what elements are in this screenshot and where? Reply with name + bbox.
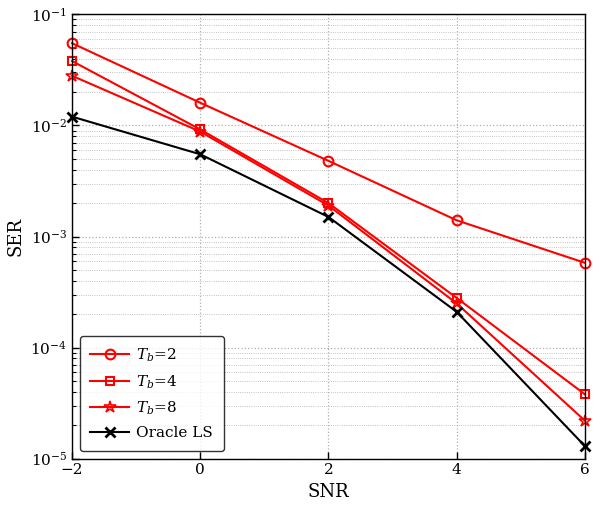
$T_b$=2 bbox=[69, 40, 76, 46]
Line: $T_b$=8: $T_b$=8 bbox=[66, 70, 591, 427]
Oracle LS bbox=[453, 309, 460, 315]
Oracle LS bbox=[197, 151, 204, 157]
X-axis label: SNR: SNR bbox=[307, 483, 349, 501]
$T_b$=8 bbox=[581, 418, 588, 424]
$T_b$=2 bbox=[325, 158, 332, 164]
$T_b$=4 bbox=[197, 126, 204, 133]
Line: $T_b$=2: $T_b$=2 bbox=[67, 39, 590, 268]
$T_b$=4 bbox=[581, 391, 588, 397]
$T_b$=8 bbox=[453, 300, 460, 306]
$T_b$=8 bbox=[197, 129, 204, 135]
Legend: $T_b$=2, $T_b$=4, $T_b$=8, Oracle LS: $T_b$=2, $T_b$=4, $T_b$=8, Oracle LS bbox=[80, 336, 224, 451]
$T_b$=8 bbox=[325, 203, 332, 209]
$T_b$=4 bbox=[325, 200, 332, 206]
$T_b$=2 bbox=[197, 100, 204, 106]
$T_b$=2 bbox=[581, 260, 588, 266]
$T_b$=8 bbox=[69, 73, 76, 79]
$T_b$=4 bbox=[69, 58, 76, 64]
$T_b$=2 bbox=[453, 217, 460, 224]
Line: $T_b$=4: $T_b$=4 bbox=[68, 57, 589, 398]
Line: Oracle LS: Oracle LS bbox=[67, 112, 590, 451]
Oracle LS bbox=[581, 443, 588, 449]
$T_b$=4 bbox=[453, 295, 460, 301]
Oracle LS bbox=[325, 214, 332, 220]
Y-axis label: SER: SER bbox=[7, 217, 25, 256]
Oracle LS bbox=[69, 114, 76, 120]
